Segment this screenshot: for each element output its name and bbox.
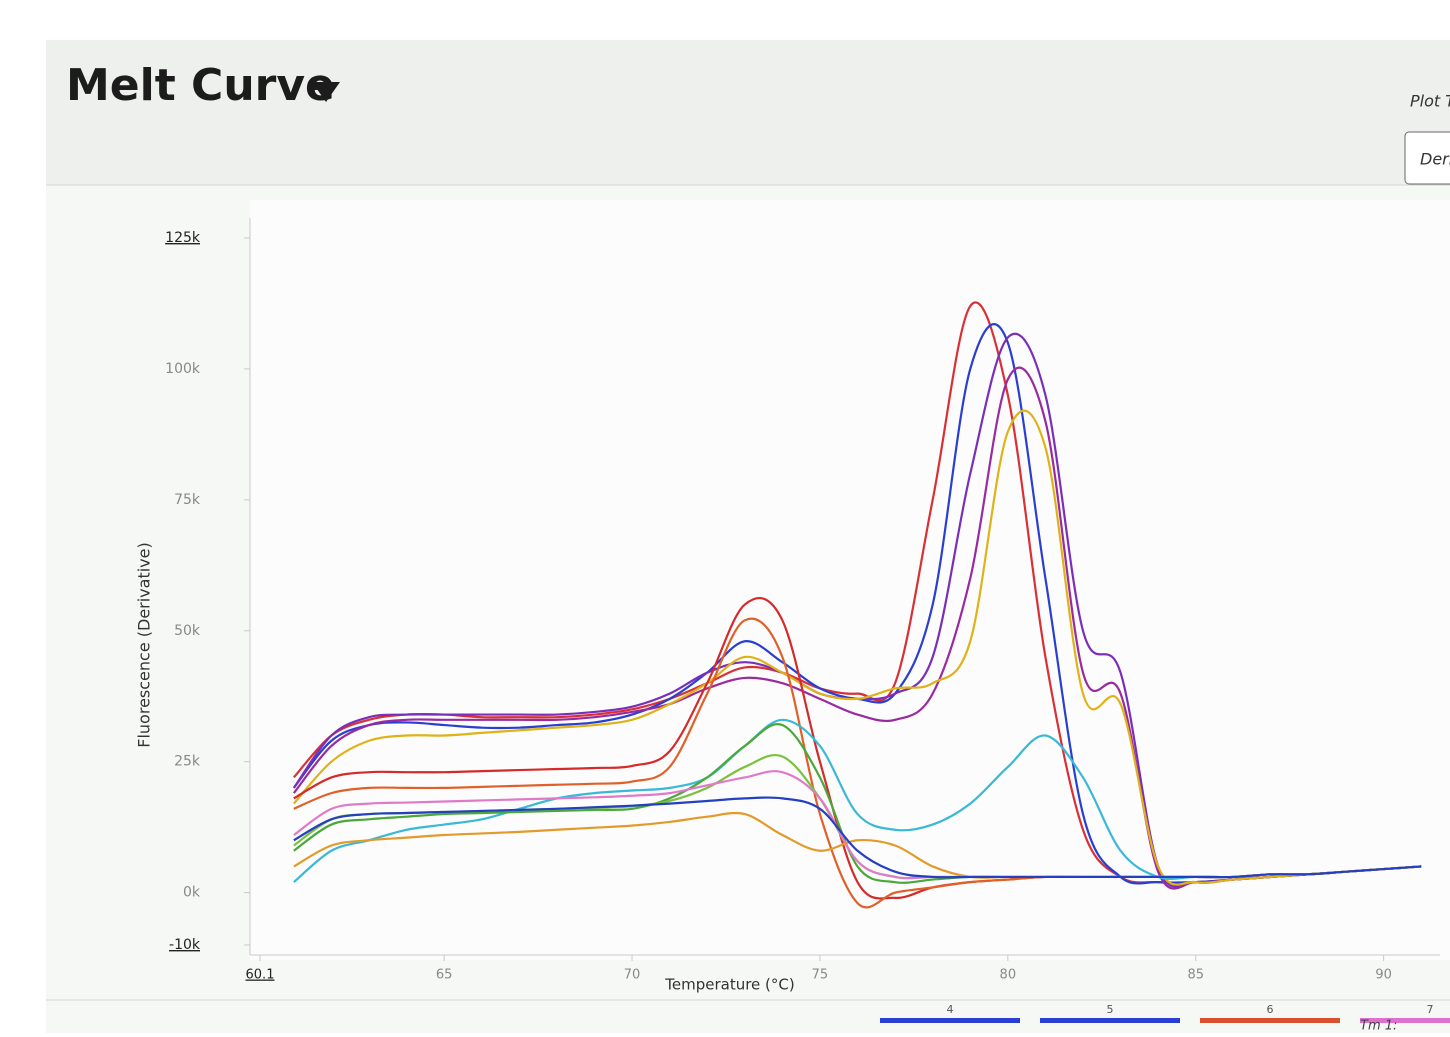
x-tick-label: 65 (436, 968, 453, 983)
page-title: Melt Curve (66, 60, 335, 111)
page: Melt Curve Plot T Deri -10k 0k 25k 50k 75k 10… (0, 0, 1450, 1033)
x-tick-label: 70 (624, 968, 641, 983)
screen: Melt Curve Plot T Deri -10k 0k 25k 50k 75k 10… (0, 0, 1450, 1033)
y-axis-label: Fluorescence (Derivative) (135, 542, 154, 747)
tm-label: Tm 1: (1360, 1019, 1397, 1034)
plot-type-label: Plot T (1410, 92, 1450, 111)
x-tick-label: 90 (1375, 968, 1392, 983)
well-color-bar (1040, 1018, 1180, 1023)
x-axis-label: Temperature (°C) (664, 976, 794, 994)
well-label: 6 (1267, 1003, 1274, 1016)
x-tick-label: 85 (1187, 968, 1204, 983)
y-tick-label: 0k (183, 885, 201, 901)
x-tick-label[interactable]: 60.1 (246, 968, 275, 983)
y-tick-label[interactable]: 125k (165, 230, 201, 246)
x-tick-label: 75 (812, 968, 829, 983)
well-label: 7 (1427, 1003, 1434, 1016)
button-text: Deri (1420, 150, 1450, 169)
well-color-bar (880, 1018, 1020, 1023)
well-label: 5 (1107, 1003, 1114, 1016)
chart-type-dropdown[interactable]: Melt Curve (66, 60, 340, 111)
well-color-bar (1200, 1018, 1340, 1023)
y-tick-label: 50k (174, 623, 201, 639)
y-tick-label: 100k (165, 361, 201, 377)
y-tick-label: 75k (174, 492, 201, 508)
x-tick-label: 80 (1000, 968, 1017, 983)
plot-type-button[interactable]: Deri (1405, 132, 1450, 184)
well-label: 4 (947, 1003, 954, 1016)
y-tick-label: 25k (174, 754, 201, 770)
y-tick-label[interactable]: -10k (169, 937, 201, 953)
plot-area (250, 200, 1450, 960)
